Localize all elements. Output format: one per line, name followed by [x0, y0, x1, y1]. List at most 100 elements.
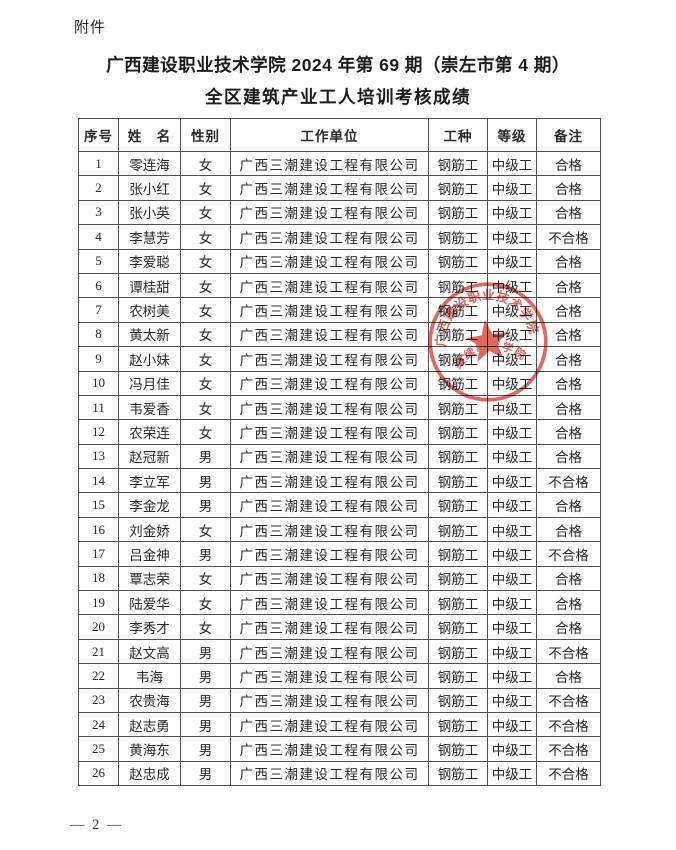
table-cell: 4 [78, 224, 119, 250]
table-row: 24 赵志勇男广西三潮建设工程有限公司 钢筋工 中级工 不合格 [78, 711, 601, 738]
table-cell: 钢筋工 [428, 663, 488, 689]
table-cell: 7 [78, 297, 119, 323]
table-cell: 女 [180, 614, 231, 640]
table-cell: 广西三潮建设工程有限公司 [230, 492, 429, 518]
table-row: 1 零连海女广西三潮建设工程有限公司 钢筋工 中级工 合格 [78, 150, 601, 177]
table-cell: 不合格 [536, 760, 601, 787]
table-cell: 广西三潮建设工程有限公司 [230, 346, 429, 372]
table-cell: 合格 [536, 492, 601, 518]
table-cell: 合格 [536, 175, 601, 201]
table-cell: 钢筋工 [428, 175, 488, 201]
table-cell: 女 [180, 199, 231, 226]
table-row: 14 李立军男广西三潮建设工程有限公司 钢筋工 中级工 不合格 [78, 468, 601, 494]
table-cell: 覃志荣 [118, 565, 181, 592]
table-row: 15 李金龙男广西三潮建设工程有限公司 钢筋工 中级工 合格 [78, 492, 601, 518]
table-cell: 广西三潮建设工程有限公司 [230, 468, 429, 494]
table-row: 25 黄海东男广西三潮建设工程有限公司 钢筋工 中级工 不合格 [78, 736, 601, 762]
table-cell: 合格 [536, 370, 601, 396]
table-row: 7 农树美女广西三潮建设工程有限公司 钢筋工 中级工 合格 [78, 297, 601, 323]
table-cell: 不合格 [536, 224, 601, 250]
table-cell: 女 [180, 297, 231, 323]
table-cell: 8 [78, 321, 119, 348]
table-cell: 冯月佳 [118, 370, 181, 396]
table-row: 2 张小红女广西三潮建设工程有限公司 钢筋工 中级工 合格 [78, 175, 601, 201]
table-cell: 24 [78, 711, 119, 738]
table-cell: 张小英 [118, 199, 181, 226]
table-cell: 12 [78, 419, 119, 445]
table-cell: 14 [78, 468, 119, 494]
table-cell: 钢筋工 [428, 224, 488, 250]
table-cell: 合格 [536, 516, 601, 543]
table-cell: 钢筋工 [428, 541, 488, 567]
table-cell: 26 [78, 760, 119, 787]
table-cell: 钢筋工 [428, 394, 488, 421]
table-cell: 10 [78, 370, 119, 396]
table-cell: 1 [78, 150, 119, 177]
column-header: 工作单位 [230, 118, 429, 152]
table-cell: 钢筋工 [428, 321, 488, 348]
table-cell: 农树美 [118, 297, 181, 323]
table-cell: 男 [180, 711, 231, 738]
table-cell: 中级工 [487, 760, 537, 787]
table-cell: 男 [180, 492, 231, 518]
table-cell: 不合格 [536, 711, 601, 738]
table-cell: 钢筋工 [428, 199, 488, 226]
column-header: 等级 [487, 118, 537, 152]
table-cell: 中级工 [487, 516, 537, 543]
document-title-line2: 全区建筑产业工人培训考核成绩 [205, 87, 471, 107]
table-cell: 钢筋工 [428, 370, 488, 396]
table-cell: 钢筋工 [428, 443, 488, 470]
table-cell: 中级工 [487, 443, 537, 470]
table-header-row: 序号姓 名性别 工作单位 工种 等级 备注 [78, 118, 601, 152]
table-row: 3 张小英女广西三潮建设工程有限公司 钢筋工 中级工 合格 [78, 199, 601, 226]
table-cell: 广西三潮建设工程有限公司 [230, 711, 429, 738]
table-cell: 中级工 [487, 736, 537, 762]
table-cell: 广西三潮建设工程有限公司 [230, 443, 429, 470]
table-cell: 中级工 [487, 150, 537, 177]
table-cell: 男 [180, 638, 231, 665]
table-cell: 19 [78, 590, 119, 616]
table-cell: 中级工 [487, 638, 537, 665]
table-cell: 中级工 [487, 272, 537, 299]
table-cell: 11 [78, 394, 119, 421]
table-row: 8 黄太新女广西三潮建设工程有限公司 钢筋工 中级工 合格 [78, 321, 601, 348]
table-cell: 男 [180, 687, 231, 713]
table-body: 1 零连海女广西三潮建设工程有限公司 钢筋工 中级工 合格 2 张小红女广西三潮建设工程有限… [78, 150, 601, 787]
table-cell: 合格 [536, 297, 601, 323]
table-cell: 16 [78, 516, 119, 543]
table-cell: 合格 [536, 394, 601, 421]
table-cell: 中级工 [487, 663, 537, 689]
table-cell: 钢筋工 [428, 711, 488, 738]
table-cell: 李金龙 [118, 492, 181, 518]
table-cell: 广西三潮建设工程有限公司 [230, 272, 429, 299]
table-cell: 合格 [536, 248, 601, 274]
table-cell: 广西三潮建设工程有限公司 [230, 419, 429, 445]
table-row: 5 李爱聪女广西三潮建设工程有限公司 钢筋工 中级工 合格 [78, 248, 601, 274]
table-cell: 中级工 [487, 321, 537, 348]
table-cell: 男 [180, 443, 231, 470]
table-cell: 钢筋工 [428, 492, 488, 518]
table-cell: 18 [78, 565, 119, 592]
table-cell: 不合格 [536, 638, 601, 665]
table-row: 4 李慧芳女广西三潮建设工程有限公司 钢筋工 中级工 不合格 [78, 224, 601, 250]
table-cell: 合格 [536, 419, 601, 445]
table-cell: 赵冠新 [118, 443, 181, 470]
table-cell: 赵文高 [118, 638, 181, 665]
table-cell: 广西三潮建设工程有限公司 [230, 638, 429, 665]
table-cell: 广西三潮建设工程有限公司 [230, 175, 429, 201]
table-cell: 广西三潮建设工程有限公司 [230, 370, 429, 396]
table-cell: 男 [180, 541, 231, 567]
column-header: 姓 名 [118, 118, 181, 152]
table-cell: 钢筋工 [428, 272, 488, 299]
table-cell: 女 [180, 150, 231, 177]
table-cell: 25 [78, 736, 119, 762]
table-cell: 合格 [536, 346, 601, 372]
table-cell: 9 [78, 346, 119, 372]
table-cell: 合格 [536, 272, 601, 299]
table-cell: 钢筋工 [428, 638, 488, 665]
table-cell: 合格 [536, 590, 601, 616]
table-row: 12 农荣连女广西三潮建设工程有限公司 钢筋工 中级工 合格 [78, 419, 601, 445]
table-cell: 中级工 [487, 492, 537, 518]
table-cell: 广西三潮建设工程有限公司 [230, 541, 429, 567]
